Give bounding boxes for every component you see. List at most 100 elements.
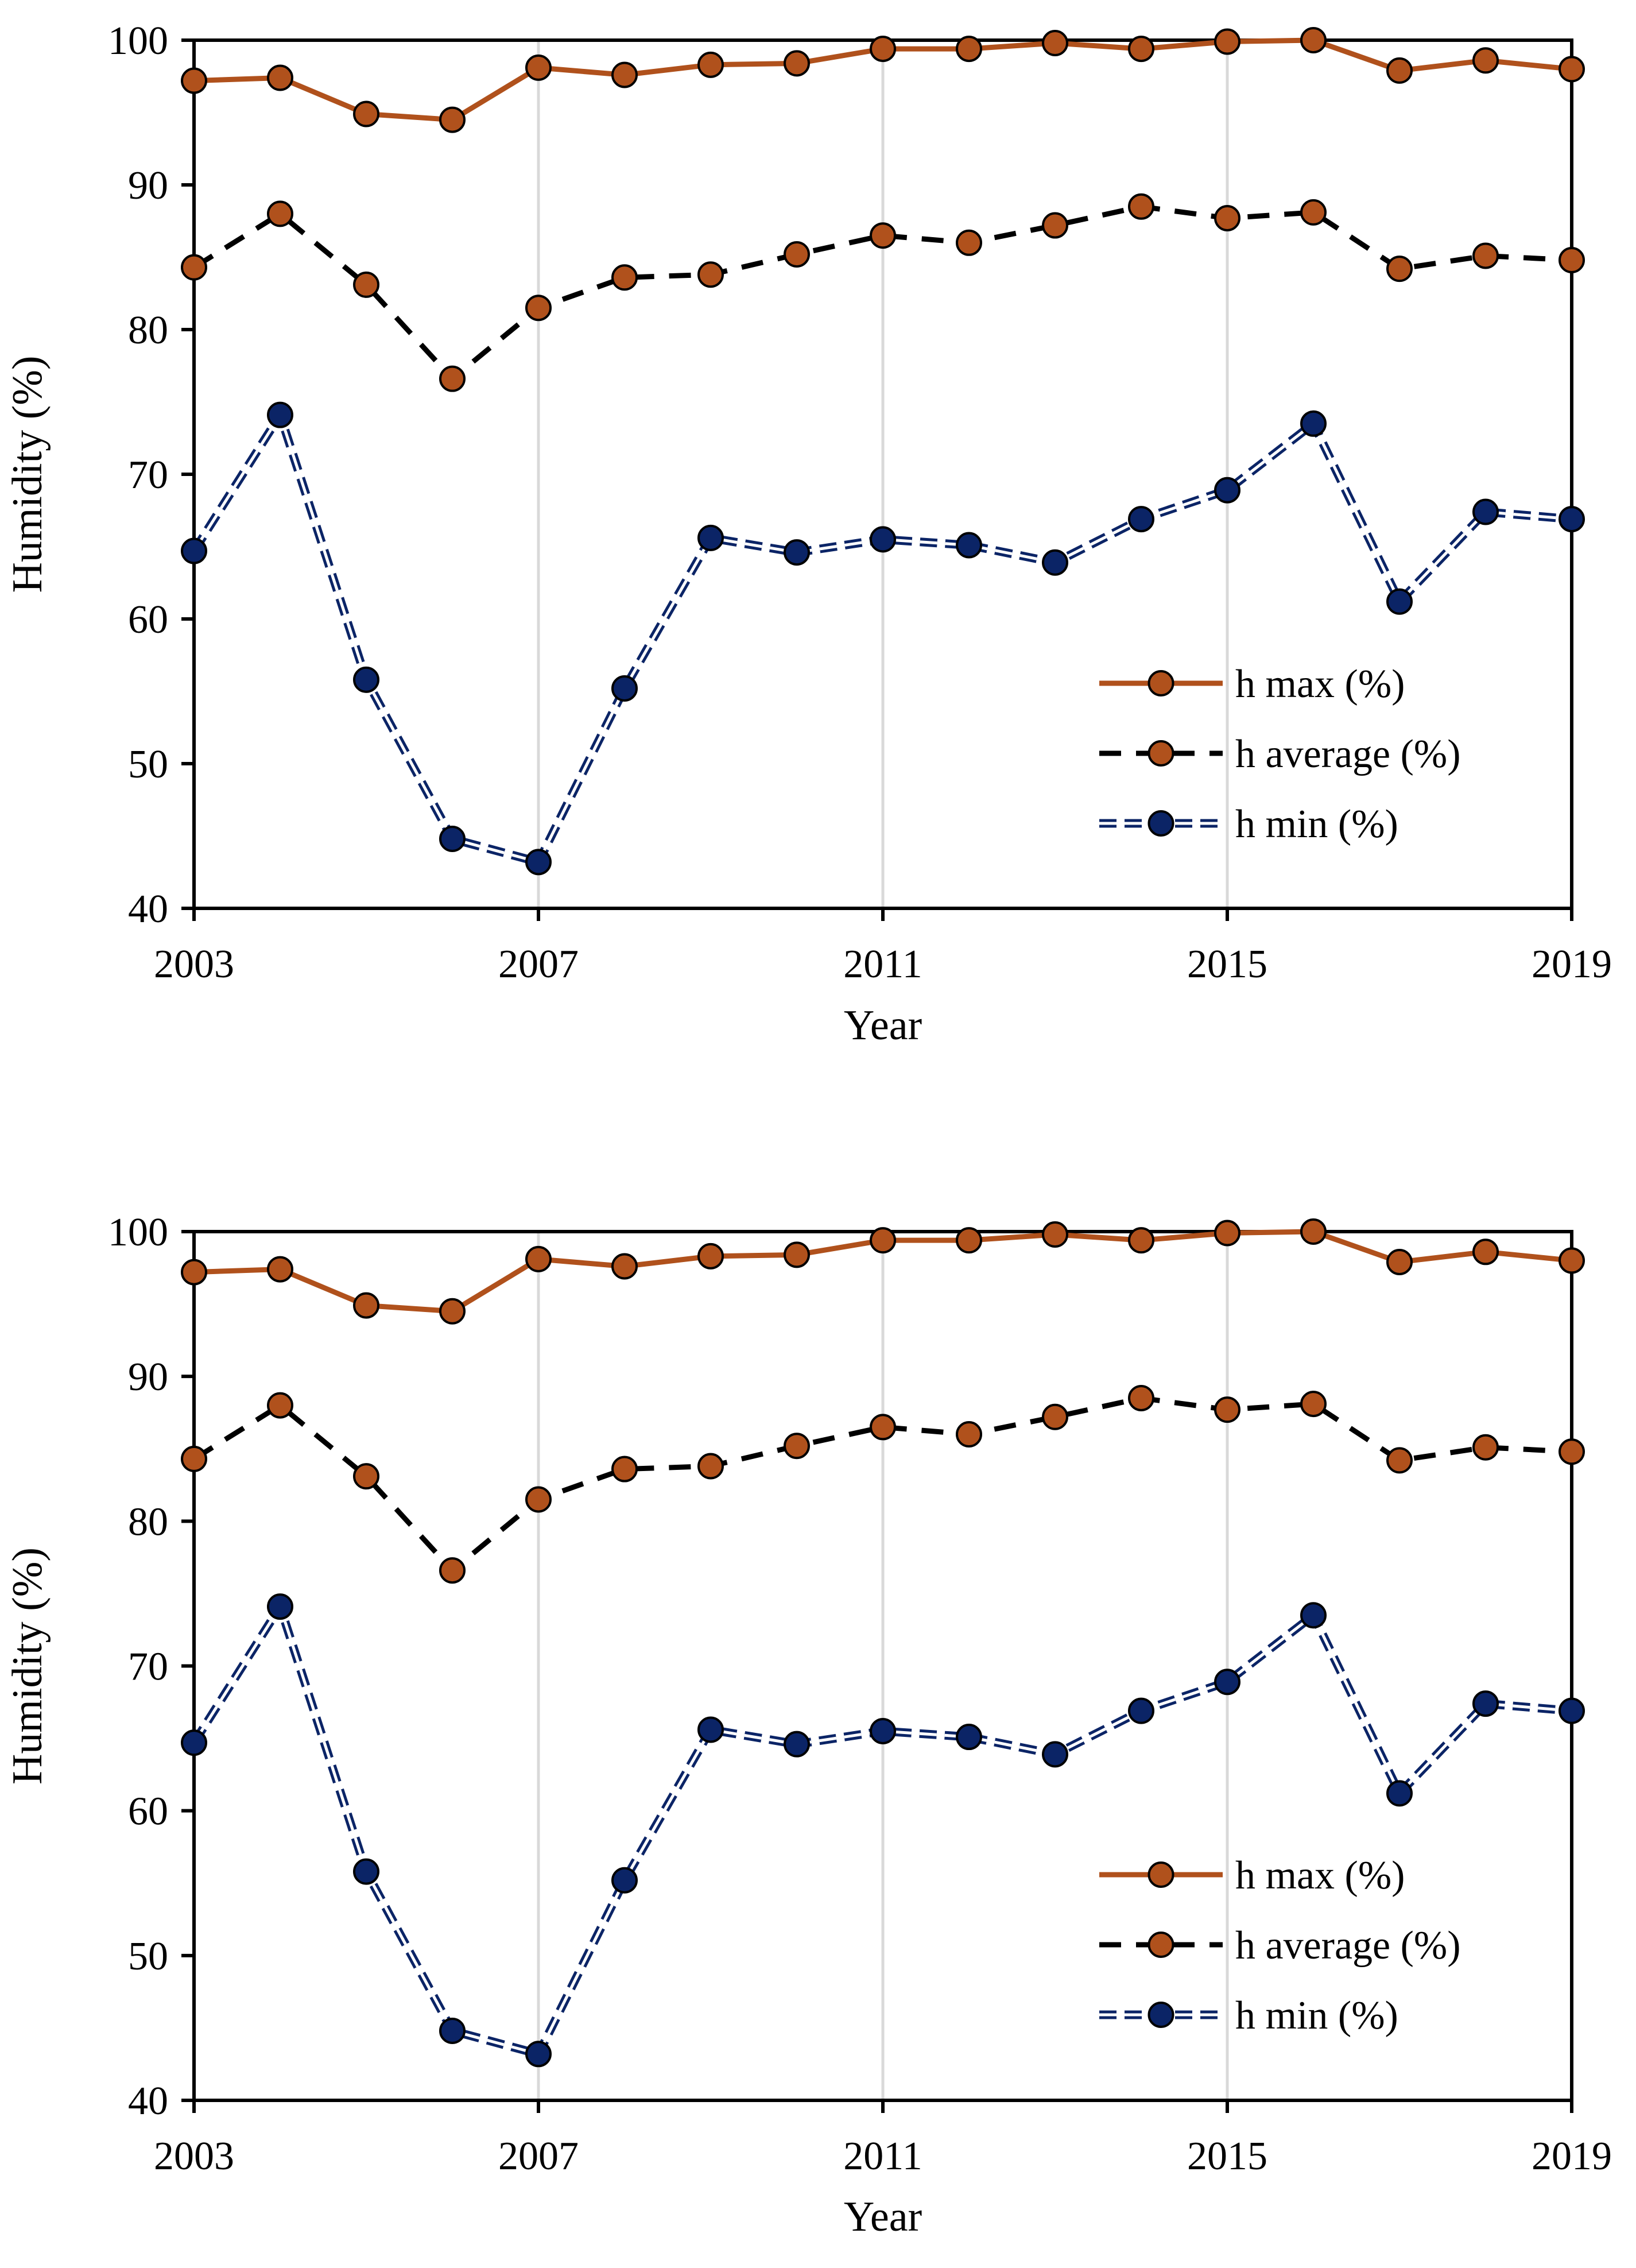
data-point	[870, 1414, 896, 1441]
data-point	[353, 666, 379, 693]
y-tick-label: 100	[108, 19, 168, 63]
data-point	[1559, 56, 1585, 83]
data-point	[181, 1729, 207, 1756]
data-point	[611, 1867, 638, 1894]
data-point	[611, 264, 638, 291]
legend-marker	[1147, 670, 1174, 696]
data-point	[1128, 1227, 1154, 1254]
data-point	[439, 2017, 466, 2044]
legend-label: h max (%)	[1235, 662, 1405, 706]
data-point	[1472, 242, 1499, 269]
data-point	[1214, 28, 1240, 55]
data-point	[439, 826, 466, 853]
data-point	[353, 1463, 379, 1490]
data-point	[181, 537, 207, 564]
x-axis-title: Year	[844, 2193, 922, 2240]
legend-marker	[1147, 740, 1174, 767]
data-point	[1559, 247, 1585, 274]
data-point	[267, 200, 293, 227]
data-point	[1300, 199, 1327, 226]
series-0	[181, 27, 1585, 133]
x-tick-label: 2003	[154, 942, 234, 986]
data-point	[439, 1298, 466, 1325]
y-tick-label: 60	[128, 598, 168, 642]
data-point	[1128, 506, 1154, 533]
data-point	[353, 271, 379, 298]
series-2	[181, 401, 1585, 876]
data-point	[1300, 1218, 1327, 1245]
data-point	[956, 1227, 982, 1254]
series-1	[181, 1384, 1585, 1584]
data-point	[956, 1724, 982, 1751]
x-tick-label: 2019	[1532, 942, 1612, 986]
data-point	[1042, 1741, 1068, 1768]
data-point	[1042, 1221, 1068, 1248]
y-tick-label: 50	[128, 742, 168, 787]
data-point	[1559, 1247, 1585, 1274]
data-point	[611, 61, 638, 88]
data-point	[353, 1858, 379, 1885]
data-point	[1214, 477, 1240, 504]
data-point	[956, 229, 982, 256]
data-point	[1214, 204, 1240, 231]
data-point	[1300, 1391, 1327, 1418]
data-point	[353, 1292, 379, 1319]
data-point	[525, 54, 552, 81]
data-point	[1386, 256, 1413, 282]
x-tick-label: 2011	[843, 942, 922, 986]
data-point	[1559, 1697, 1585, 1724]
data-point	[956, 532, 982, 559]
legend-item: h min (%)	[1099, 1994, 1398, 2038]
legend-item: h average (%)	[1099, 732, 1461, 776]
data-point	[1472, 1690, 1499, 1717]
data-point	[439, 106, 466, 133]
data-point	[784, 539, 810, 566]
legend-label: h max (%)	[1235, 1853, 1405, 1898]
legend-label: h min (%)	[1235, 802, 1398, 846]
data-point	[1128, 1697, 1154, 1724]
data-point	[1214, 1396, 1240, 1423]
x-tick-label: 2007	[498, 942, 579, 986]
data-point	[1472, 1239, 1499, 1265]
data-point	[697, 524, 724, 551]
data-point	[267, 1593, 293, 1620]
data-point	[697, 261, 724, 288]
data-point	[1472, 498, 1499, 525]
data-point	[1128, 1384, 1154, 1411]
data-point	[181, 1259, 207, 1286]
legend-marker	[1147, 810, 1174, 837]
x-tick-label: 2015	[1187, 2134, 1267, 2178]
data-point	[525, 1245, 552, 1272]
legend-label: h min (%)	[1235, 1994, 1398, 2038]
legend: h max (%) h average (%) h min (%)	[1099, 1853, 1461, 2038]
data-point	[1386, 1780, 1413, 1807]
data-point	[870, 36, 896, 63]
data-point	[439, 365, 466, 392]
y-tick-label: 40	[128, 2079, 168, 2123]
data-point	[956, 36, 982, 63]
data-point	[1300, 1602, 1327, 1629]
series-line	[192, 204, 1572, 382]
data-point	[267, 1256, 293, 1283]
data-point	[181, 254, 207, 281]
y-tick-label: 50	[128, 1934, 168, 1979]
data-point	[1386, 1248, 1413, 1275]
data-point	[1559, 1438, 1585, 1465]
data-point	[1386, 588, 1413, 615]
data-point	[611, 1253, 638, 1280]
data-point	[784, 1731, 810, 1758]
data-point	[267, 64, 293, 91]
data-point	[525, 2041, 552, 2068]
legend-label: h average (%)	[1235, 732, 1461, 776]
y-tick-label: 70	[128, 1645, 168, 1689]
data-point	[870, 222, 896, 249]
y-tick-label: 100	[108, 1210, 168, 1255]
series-1	[181, 193, 1585, 392]
data-point	[1386, 57, 1413, 84]
data-point	[611, 1456, 638, 1483]
data-point	[267, 1392, 293, 1419]
data-point	[1042, 30, 1068, 57]
y-axis-title: Humidity (%)	[4, 355, 51, 593]
legend-item: h max (%)	[1099, 1853, 1405, 1898]
x-tick-label: 2007	[498, 2134, 579, 2178]
